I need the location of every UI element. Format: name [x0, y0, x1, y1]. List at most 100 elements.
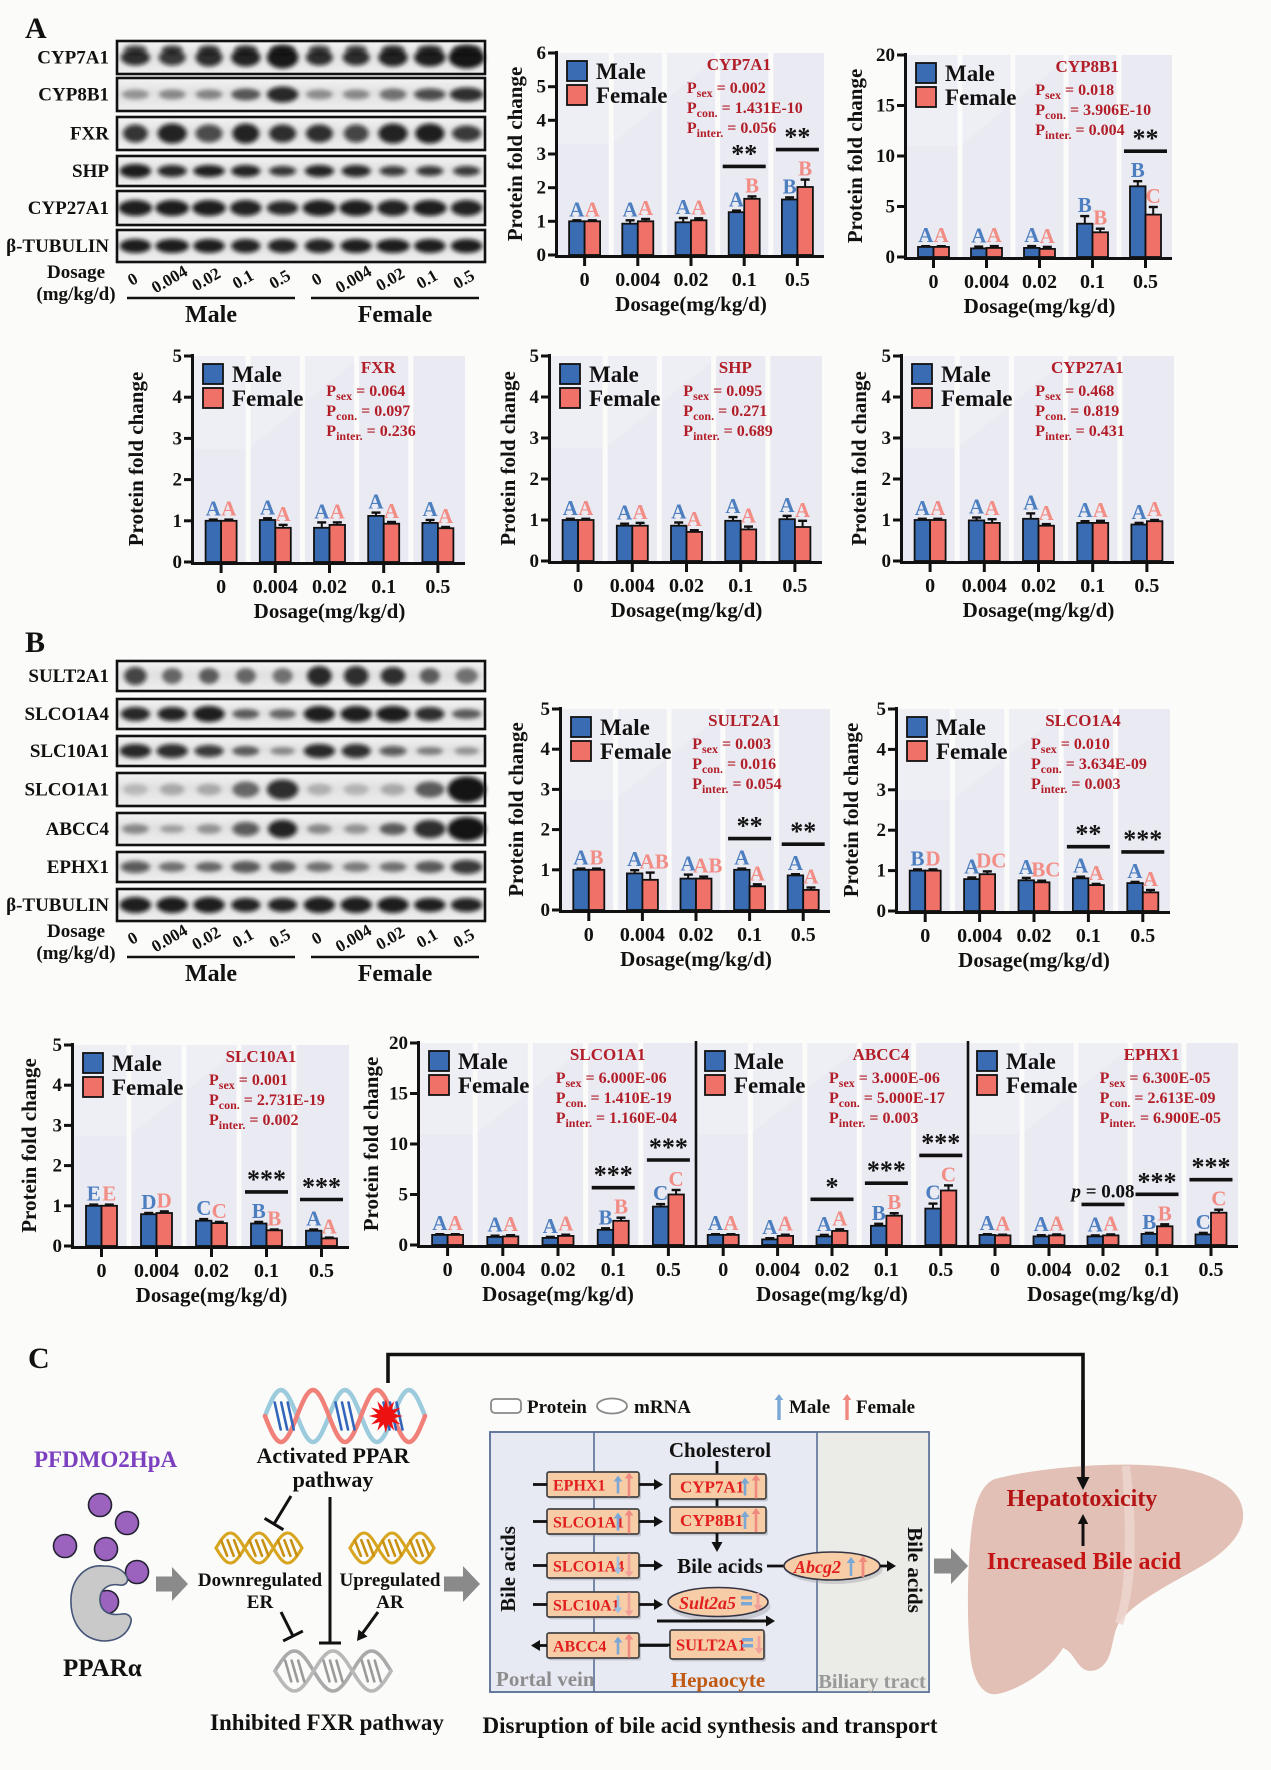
svg-text:Increased Bile acid: Increased Bile acid [987, 1549, 1182, 1575]
svg-text:Male: Male [941, 362, 991, 387]
svg-text:A: A [964, 855, 980, 879]
svg-text:E: E [102, 1182, 116, 1206]
svg-text:Female: Female [1006, 1073, 1078, 1098]
svg-text:A: A [780, 493, 796, 517]
svg-text:SLCO1A1: SLCO1A1 [553, 1515, 624, 1532]
svg-text:Male: Male [789, 1397, 830, 1418]
svg-text:0.5: 0.5 [1130, 925, 1155, 947]
svg-text:0.02: 0.02 [815, 1259, 850, 1281]
svg-text:B: B [589, 846, 603, 870]
svg-text:Male: Male [112, 1051, 162, 1076]
svg-text:Dosage(mg/kg/d): Dosage(mg/kg/d) [254, 599, 406, 623]
svg-text:β-TUBULIN: β-TUBULIN [6, 236, 109, 257]
svg-text:ER: ER [247, 1592, 274, 1613]
svg-text:A: A [687, 507, 703, 531]
svg-text:mRNA: mRNA [634, 1397, 691, 1418]
svg-text:A: A [741, 504, 757, 528]
svg-text:Female: Female [589, 386, 661, 411]
svg-text:FXR: FXR [361, 358, 397, 377]
svg-text:A: A [795, 498, 811, 522]
svg-text:0.02: 0.02 [189, 923, 224, 954]
svg-text:A: A [623, 197, 639, 221]
svg-text:**: ** [737, 812, 763, 841]
svg-text:SLCO1A1: SLCO1A1 [25, 780, 109, 801]
svg-text:D: D [925, 846, 940, 870]
svg-text:A: A [1103, 1211, 1119, 1235]
svg-text:2: 2 [530, 469, 540, 490]
svg-text:0: 0 [308, 928, 325, 949]
svg-text:CYP8B1: CYP8B1 [680, 1511, 743, 1530]
svg-text:0.02: 0.02 [312, 576, 347, 598]
svg-text:Psex = 3.000E-06: Psex = 3.000E-06 [829, 1070, 940, 1090]
svg-text:Male: Male [936, 715, 986, 740]
svg-text:PPARα: PPARα [63, 1655, 142, 1682]
svg-text:5: 5 [537, 77, 547, 98]
svg-text:CYP27A1: CYP27A1 [1051, 358, 1124, 377]
svg-text:ABCC4: ABCC4 [553, 1639, 606, 1656]
svg-text:0.1: 0.1 [601, 1259, 626, 1281]
svg-text:B: B [783, 174, 797, 198]
svg-text:0: 0 [990, 1259, 1000, 1281]
svg-text:Female: Female [358, 302, 433, 328]
svg-text:0.02: 0.02 [194, 1260, 229, 1282]
svg-text:Female: Female [596, 83, 668, 108]
svg-text:A: A [384, 499, 400, 523]
svg-text:Activated PPAR: Activated PPAR [257, 1443, 411, 1468]
svg-text:Female: Female [232, 386, 304, 411]
svg-text:0.02: 0.02 [189, 264, 224, 295]
svg-text:Hepaocyte: Hepaocyte [671, 1668, 765, 1692]
svg-text:A: A [723, 1211, 739, 1235]
svg-text:10: 10 [389, 1134, 408, 1155]
svg-text:0.02: 0.02 [1086, 1259, 1121, 1281]
svg-text:5: 5 [530, 346, 540, 367]
svg-text:A: A [1024, 223, 1040, 247]
svg-text:0.5: 0.5 [266, 266, 294, 293]
svg-text:A: A [1019, 855, 1035, 879]
svg-text:0: 0 [530, 551, 540, 572]
svg-text:Protein fold change: Protein fold change [17, 1058, 41, 1233]
svg-text:A: A [1093, 498, 1109, 522]
svg-text:0: 0 [124, 928, 141, 949]
svg-text:0.004: 0.004 [1027, 1259, 1072, 1281]
svg-text:A: A [25, 12, 47, 45]
svg-text:Psex = 6.300E-05: Psex = 6.300E-05 [1100, 1070, 1211, 1090]
svg-text:A: A [987, 223, 1003, 247]
svg-text:C: C [196, 1196, 211, 1220]
svg-text:Dosage(mg/kg/d): Dosage(mg/kg/d) [615, 292, 767, 316]
svg-text:0.1: 0.1 [732, 269, 757, 291]
svg-text:Psex = 6.000E-06: Psex = 6.000E-06 [556, 1070, 667, 1090]
svg-text:5: 5 [882, 346, 892, 367]
svg-text:A: A [734, 846, 750, 870]
svg-text:FXR: FXR [70, 124, 109, 145]
svg-text:3: 3 [877, 780, 887, 801]
svg-text:***: *** [649, 1133, 688, 1162]
svg-text:Female: Female [458, 1073, 530, 1098]
svg-text:Pinter. = 0.056: Pinter. = 0.056 [687, 120, 776, 140]
svg-text:1: 1 [530, 510, 540, 531]
svg-text:0.1: 0.1 [254, 1260, 279, 1282]
svg-text:0: 0 [97, 1260, 107, 1282]
svg-text:1: 1 [882, 510, 892, 531]
svg-text:0.1: 0.1 [413, 266, 441, 293]
svg-text:Protein fold change: Protein fold change [124, 372, 148, 547]
svg-text:0.004: 0.004 [957, 925, 1002, 947]
svg-text:A: A [681, 852, 697, 876]
svg-text:0: 0 [573, 575, 583, 597]
svg-text:0: 0 [537, 245, 547, 266]
svg-text:A: A [671, 500, 687, 524]
svg-text:5: 5 [173, 346, 183, 367]
svg-text:0.1: 0.1 [1080, 575, 1105, 597]
svg-text:A: A [306, 1207, 322, 1231]
svg-text:AB: AB [640, 850, 669, 874]
svg-text:0: 0 [173, 552, 183, 573]
svg-text:A: A [788, 851, 804, 875]
svg-text:Dosage(mg/kg/d): Dosage(mg/kg/d) [136, 1283, 288, 1307]
svg-text:0.004: 0.004 [755, 1259, 800, 1281]
svg-text:Cholesterol: Cholesterol [669, 1438, 771, 1462]
svg-text:0.1: 0.1 [874, 1259, 899, 1281]
svg-text:Psex = 0.064: Psex = 0.064 [326, 383, 405, 403]
svg-text:A: A [1034, 1212, 1050, 1236]
svg-text:Disruption of bile acid synthe: Disruption of bile acid synthesis and tr… [483, 1713, 938, 1738]
svg-text:B: B [598, 1205, 612, 1229]
svg-text:Male: Male [589, 362, 639, 387]
